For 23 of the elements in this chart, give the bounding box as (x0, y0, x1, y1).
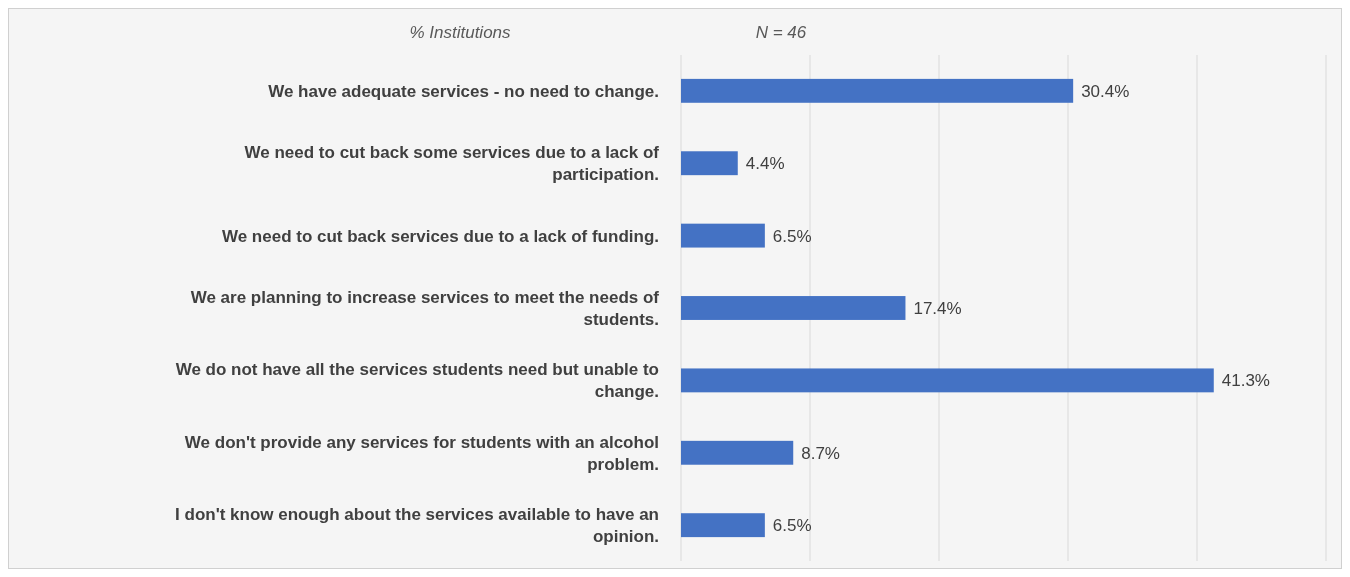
y-tick-label: We don't provide any services for students with an alcohol problem. (184, 432, 659, 474)
data-label: 30.4% (1081, 81, 1130, 101)
bar (681, 151, 738, 176)
data-label: 41.3% (1221, 371, 1270, 391)
data-label: 6.5% (772, 226, 812, 246)
bar (681, 296, 906, 320)
x-axis-title: % Institutions (409, 23, 512, 42)
data-label: 4.4% (745, 154, 785, 174)
data-label: 8.7% (801, 443, 840, 463)
y-tick-label: We need to cut back services due to a lack of funding. (221, 226, 659, 246)
y-tick-label: We need to cut back some services due to a lack of participation. (244, 143, 660, 185)
y-tick-label: I don't know enough about the services available to have an opinion. (175, 505, 659, 547)
y-tick-label: We do not have all the services students need but unable to change. (175, 360, 659, 402)
text: N = 46 (755, 23, 807, 42)
data-label: 17.4% (913, 298, 962, 318)
bar (681, 368, 1214, 393)
bar (681, 440, 794, 465)
bar (681, 78, 1074, 103)
bar (681, 223, 765, 248)
bar (681, 513, 765, 538)
y-tick-label: We have adequate services - no need to change. (268, 81, 659, 101)
data-label: 6.5% (772, 516, 812, 536)
y-tick-label: We are planning to increase services to meet the needs of students. (190, 287, 660, 329)
